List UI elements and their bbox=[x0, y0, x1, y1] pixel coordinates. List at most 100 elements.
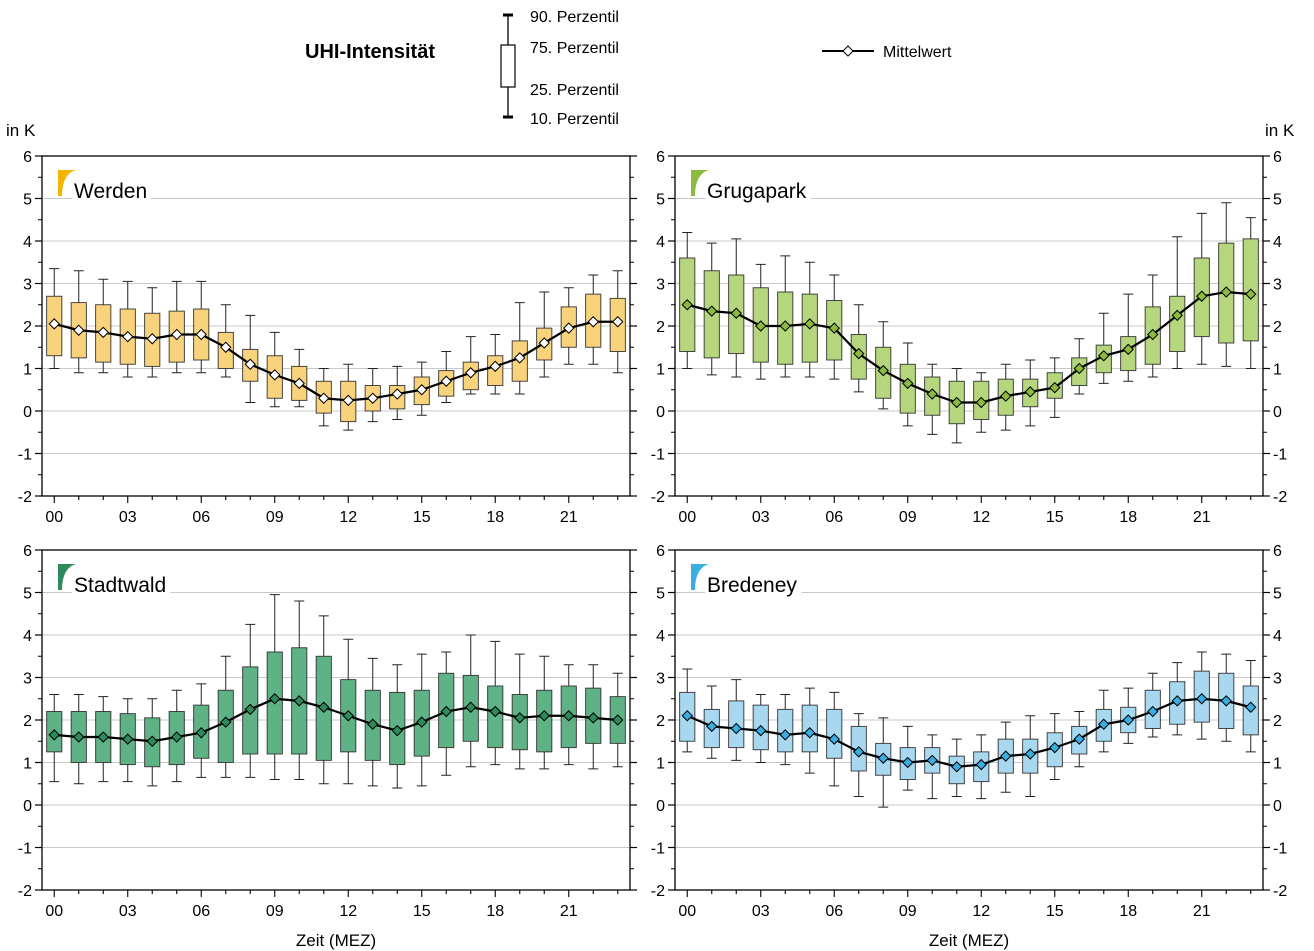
x-axis-label: Zeit (MEZ) bbox=[929, 931, 1009, 950]
y-tick-label: 1 bbox=[1273, 362, 1282, 379]
mean-line bbox=[686, 290, 1251, 404]
y-tick-label: 6 bbox=[23, 149, 32, 166]
mean-marker bbox=[97, 731, 109, 743]
panel-bredeney: -2 -2-1 -10 01 12 23 34 45 56 600 03 06 09 12 15 18 21Ze… bbox=[651, 543, 1288, 950]
x-tick-label: 18 bbox=[486, 903, 504, 920]
mean-marker bbox=[1098, 718, 1110, 730]
x-tick-label: 06 bbox=[825, 903, 843, 920]
y-tick-label: 6 bbox=[656, 543, 665, 560]
mean-marker bbox=[416, 384, 428, 396]
x-tick-label: 21 bbox=[1193, 903, 1211, 920]
x-tick-label: 06 bbox=[192, 509, 210, 526]
y-tick-label: -1 bbox=[1273, 447, 1287, 464]
unit-label-left: in K bbox=[6, 121, 36, 140]
station-title: Werden bbox=[74, 180, 147, 203]
y-tick-label: 2 bbox=[23, 319, 32, 336]
mean-marker bbox=[1171, 309, 1183, 322]
mean-marker bbox=[122, 330, 134, 343]
y-tick-label: 3 bbox=[23, 277, 32, 294]
mean-marker bbox=[1000, 390, 1012, 402]
x-tick-label: 03 bbox=[119, 509, 137, 526]
mean-marker bbox=[244, 358, 256, 370]
mean-marker bbox=[122, 733, 134, 745]
mean-marker bbox=[269, 369, 281, 381]
x-tick-label: 15 bbox=[413, 903, 431, 920]
x-tick-label: 12 bbox=[339, 903, 357, 920]
station-title: Bredeney bbox=[707, 574, 797, 597]
mean-marker bbox=[828, 322, 840, 334]
mean-marker bbox=[514, 352, 526, 364]
mean-marker bbox=[926, 388, 938, 400]
y-tick-label: -2 bbox=[651, 489, 665, 506]
mean-marker bbox=[1024, 748, 1036, 760]
legend-box-glyph bbox=[500, 13, 516, 119]
y-tick-label: 4 bbox=[23, 234, 32, 251]
mean-marker bbox=[514, 712, 526, 724]
mean-marker bbox=[1000, 750, 1012, 762]
mean-marker bbox=[195, 328, 207, 341]
mean-marker bbox=[1147, 328, 1159, 341]
y-tick-label: 2 bbox=[1273, 713, 1282, 730]
mean-marker bbox=[877, 364, 889, 377]
mean-marker bbox=[73, 731, 85, 743]
station-flag-icon bbox=[58, 170, 76, 196]
y-tick-label: 5 bbox=[23, 192, 32, 209]
y-tick-label: -1 bbox=[18, 447, 32, 464]
mean-marker bbox=[171, 328, 183, 341]
mean-marker bbox=[73, 324, 85, 336]
mean-marker bbox=[853, 746, 865, 758]
y-tick-label: -1 bbox=[651, 841, 665, 858]
y-tick-label: 3 bbox=[1273, 277, 1282, 294]
x-tick-label: 15 bbox=[413, 509, 431, 526]
mean-marker bbox=[926, 754, 938, 767]
mean-marker bbox=[318, 701, 330, 713]
y-tick-label: 1 bbox=[656, 362, 665, 379]
y-tick-label: 0 bbox=[656, 404, 665, 421]
x-tick-label: 00 bbox=[45, 509, 63, 526]
mean-marker bbox=[951, 396, 963, 409]
y-tick-label: 6 bbox=[1273, 543, 1282, 560]
y-tick-label: 2 bbox=[1273, 319, 1282, 336]
y-tick-label: -2 bbox=[18, 489, 32, 506]
mean-marker bbox=[779, 320, 791, 332]
y-tick-label: 0 bbox=[1273, 404, 1282, 421]
y-tick-label: 1 bbox=[656, 756, 665, 773]
mean-marker bbox=[440, 375, 452, 387]
mean-marker bbox=[538, 710, 550, 722]
mean-marker bbox=[489, 705, 501, 718]
x-tick-label: 21 bbox=[560, 509, 578, 526]
mean-marker bbox=[1049, 381, 1061, 394]
mean-marker bbox=[1196, 290, 1208, 302]
mean-marker bbox=[755, 724, 767, 737]
legend-p90: 90. Perzentil bbox=[530, 9, 619, 26]
mean-marker bbox=[1220, 286, 1232, 298]
mean-marker bbox=[804, 727, 816, 739]
mean-marker bbox=[1122, 343, 1134, 356]
mean-marker bbox=[244, 703, 256, 716]
y-tick-label: 1 bbox=[1273, 756, 1282, 773]
y-tick-label: 5 bbox=[656, 586, 665, 603]
y-tick-label: 2 bbox=[23, 713, 32, 730]
mean-marker bbox=[342, 394, 354, 407]
mean-line bbox=[686, 697, 1252, 768]
mean-marker bbox=[804, 318, 816, 330]
mean-marker bbox=[538, 337, 550, 349]
mean-marker bbox=[367, 392, 379, 404]
mean-marker bbox=[853, 347, 865, 360]
mean-marker bbox=[975, 758, 987, 771]
mean-marker bbox=[440, 705, 452, 718]
mean-marker bbox=[779, 729, 791, 741]
mean-marker bbox=[612, 714, 624, 726]
mean-marker bbox=[489, 360, 501, 373]
y-tick-label: 5 bbox=[1273, 192, 1282, 209]
x-tick-label: 00 bbox=[45, 903, 63, 920]
x-tick-label: 21 bbox=[1193, 509, 1211, 526]
box-iqr bbox=[1169, 295, 1186, 352]
x-tick-label: 12 bbox=[972, 509, 990, 526]
mean-marker bbox=[293, 377, 305, 390]
y-tick-label: 3 bbox=[656, 671, 665, 688]
mean-marker bbox=[220, 716, 232, 728]
mean-line bbox=[53, 320, 618, 402]
